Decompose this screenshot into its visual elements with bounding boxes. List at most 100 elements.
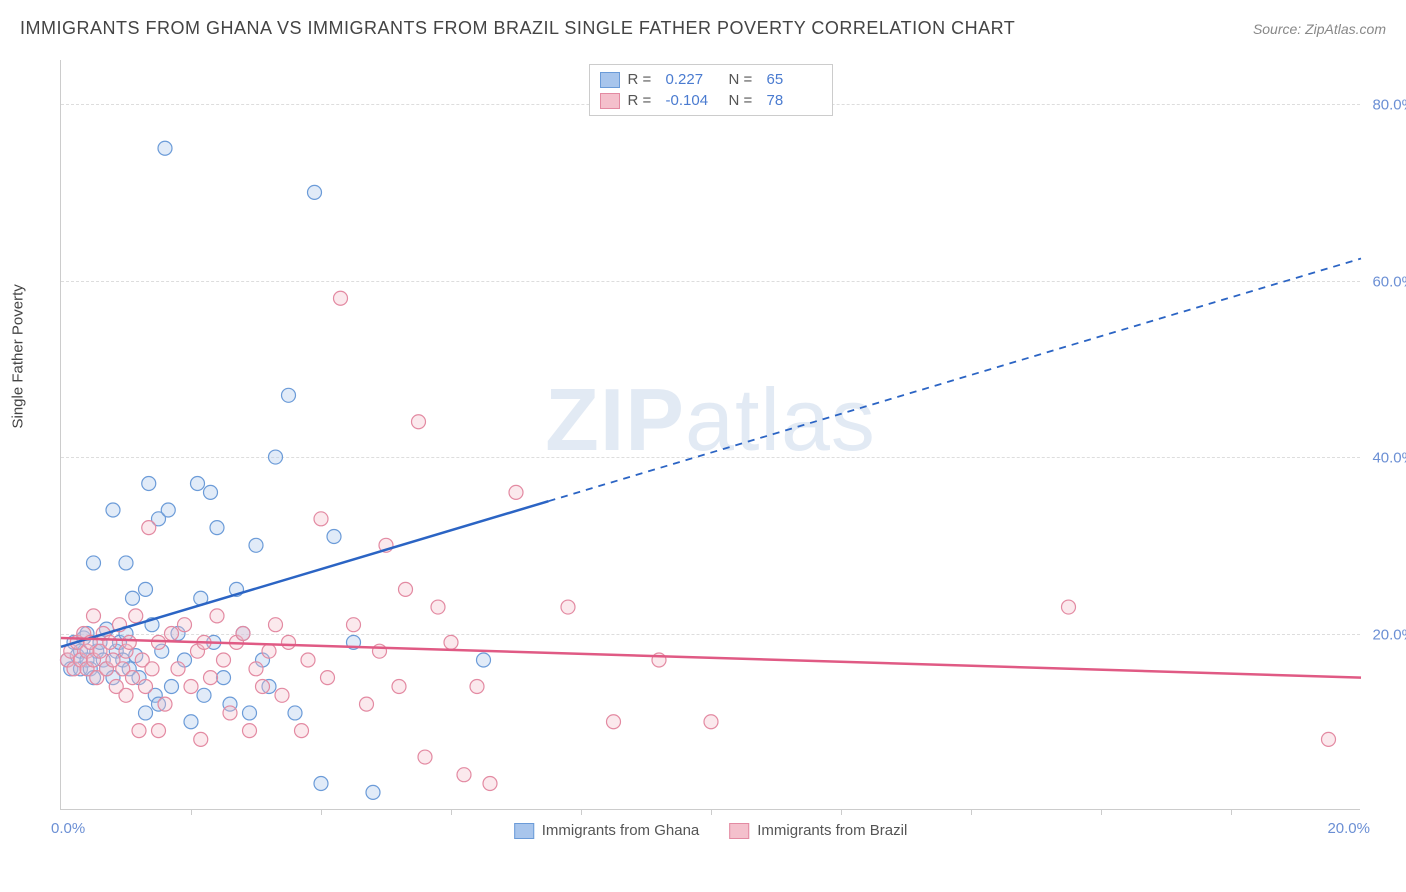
scatter-point-ghana [327, 529, 341, 543]
scatter-point-ghana [106, 503, 120, 517]
scatter-point-brazil [607, 715, 621, 729]
scatter-point-brazil [412, 415, 426, 429]
scatter-point-brazil [103, 635, 117, 649]
scatter-point-ghana [249, 538, 263, 552]
scatter-point-brazil [184, 679, 198, 693]
scatter-point-brazil [262, 644, 276, 658]
scatter-point-brazil [1322, 732, 1336, 746]
scatter-point-brazil [178, 618, 192, 632]
x-axis-max-label: 20.0% [1327, 820, 1370, 837]
scatter-point-ghana [87, 556, 101, 570]
swatch-ghana-icon [514, 823, 534, 839]
legend-row-brazil: R = -0.104 N = 78 [600, 90, 822, 111]
scatter-point-brazil [269, 618, 283, 632]
correlation-legend: R = 0.227 N = 65 R = -0.104 N = 78 [589, 64, 833, 116]
scatter-point-brazil [122, 635, 136, 649]
scatter-point-brazil [444, 635, 458, 649]
scatter-point-brazil [152, 635, 166, 649]
scatter-point-ghana [288, 706, 302, 720]
scatter-point-ghana [158, 141, 172, 155]
scatter-point-brazil [295, 724, 309, 738]
scatter-point-ghana [282, 388, 296, 402]
scatter-point-brazil [704, 715, 718, 729]
scatter-point-brazil [249, 662, 263, 676]
chart-title: IMMIGRANTS FROM GHANA VS IMMIGRANTS FROM… [20, 18, 1015, 39]
scatter-point-brazil [418, 750, 432, 764]
y-axis-label: Single Father Poverty [10, 284, 27, 428]
scatter-point-brazil [139, 679, 153, 693]
swatch-brazil [600, 93, 620, 109]
scatter-point-ghana [314, 777, 328, 791]
swatch-ghana [600, 72, 620, 88]
scatter-point-brazil [210, 609, 224, 623]
scatter-point-brazil [236, 627, 250, 641]
scatter-point-ghana [119, 556, 133, 570]
scatter-point-ghana [210, 521, 224, 535]
legend-item-ghana: Immigrants from Ghana [514, 822, 700, 839]
scatter-point-ghana [243, 706, 257, 720]
scatter-point-brazil [194, 732, 208, 746]
scatter-point-ghana [161, 503, 175, 517]
scatter-point-brazil [509, 485, 523, 499]
scatter-point-brazil [171, 662, 185, 676]
scatter-svg [61, 60, 1360, 809]
scatter-point-brazil [87, 609, 101, 623]
scatter-point-ghana [366, 785, 380, 799]
scatter-point-ghana [197, 688, 211, 702]
scatter-point-brazil [334, 291, 348, 305]
scatter-point-brazil [119, 688, 133, 702]
scatter-point-brazil [145, 662, 159, 676]
y-tick-label: 60.0% [1372, 273, 1406, 290]
x-axis-min-label: 0.0% [51, 820, 85, 837]
scatter-point-brazil [1062, 600, 1076, 614]
scatter-point-ghana [204, 485, 218, 499]
scatter-point-brazil [243, 724, 257, 738]
scatter-point-ghana [184, 715, 198, 729]
scatter-point-brazil [561, 600, 575, 614]
scatter-point-brazil [217, 653, 231, 667]
scatter-point-brazil [399, 582, 413, 596]
scatter-point-brazil [256, 679, 270, 693]
scatter-point-brazil [360, 697, 374, 711]
scatter-point-ghana [308, 185, 322, 199]
scatter-point-brazil [314, 512, 328, 526]
trend-line-ghana [61, 501, 549, 647]
y-tick-label: 80.0% [1372, 97, 1406, 114]
trend-line-dash-ghana [549, 259, 1362, 502]
scatter-point-ghana [217, 671, 231, 685]
scatter-point-brazil [132, 724, 146, 738]
scatter-point-ghana [142, 477, 156, 491]
y-tick-label: 40.0% [1372, 450, 1406, 467]
scatter-point-brazil [204, 671, 218, 685]
legend-label-brazil: Immigrants from Brazil [757, 822, 907, 839]
scatter-point-brazil [223, 706, 237, 720]
swatch-brazil-icon [729, 823, 749, 839]
scatter-point-brazil [431, 600, 445, 614]
scatter-point-brazil [129, 609, 143, 623]
scatter-point-ghana [477, 653, 491, 667]
scatter-point-ghana [165, 679, 179, 693]
series-legend: Immigrants from Ghana Immigrants from Br… [514, 822, 908, 839]
scatter-point-brazil [275, 688, 289, 702]
scatter-point-brazil [301, 653, 315, 667]
legend-label-ghana: Immigrants from Ghana [542, 822, 700, 839]
scatter-point-brazil [483, 777, 497, 791]
scatter-point-brazil [165, 627, 179, 641]
source-label: Source: ZipAtlas.com [1253, 21, 1386, 37]
scatter-point-brazil [392, 679, 406, 693]
scatter-point-brazil [152, 724, 166, 738]
scatter-point-brazil [347, 618, 361, 632]
scatter-point-brazil [470, 679, 484, 693]
y-tick-label: 20.0% [1372, 626, 1406, 643]
scatter-point-brazil [282, 635, 296, 649]
scatter-point-ghana [139, 706, 153, 720]
scatter-point-brazil [126, 671, 140, 685]
scatter-point-brazil [158, 697, 172, 711]
scatter-point-ghana [126, 591, 140, 605]
scatter-point-brazil [142, 521, 156, 535]
legend-item-brazil: Immigrants from Brazil [729, 822, 907, 839]
scatter-point-ghana [269, 450, 283, 464]
scatter-point-brazil [321, 671, 335, 685]
scatter-point-ghana [191, 477, 205, 491]
scatter-point-ghana [139, 582, 153, 596]
